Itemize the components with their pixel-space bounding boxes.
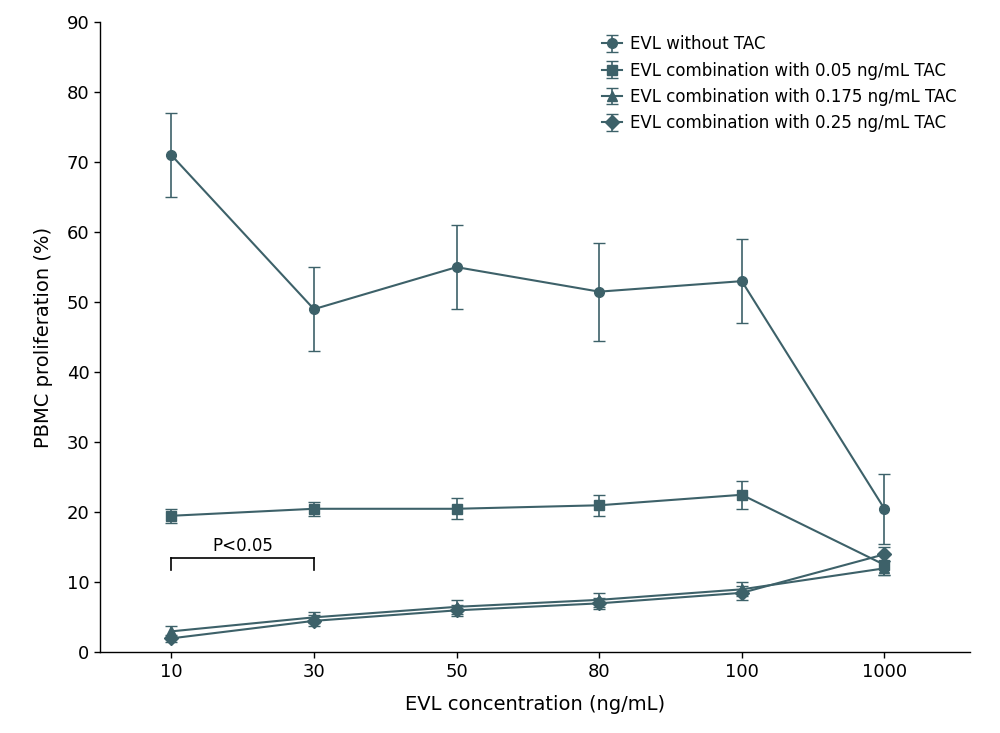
Text: P<0.05: P<0.05 <box>212 537 273 555</box>
Y-axis label: PBMC proliferation (%): PBMC proliferation (%) <box>34 226 53 448</box>
Legend: EVL without TAC, EVL combination with 0.05 ng/mL TAC, EVL combination with 0.175: EVL without TAC, EVL combination with 0.… <box>597 30 962 137</box>
X-axis label: EVL concentration (ng/mL): EVL concentration (ng/mL) <box>405 695 665 714</box>
